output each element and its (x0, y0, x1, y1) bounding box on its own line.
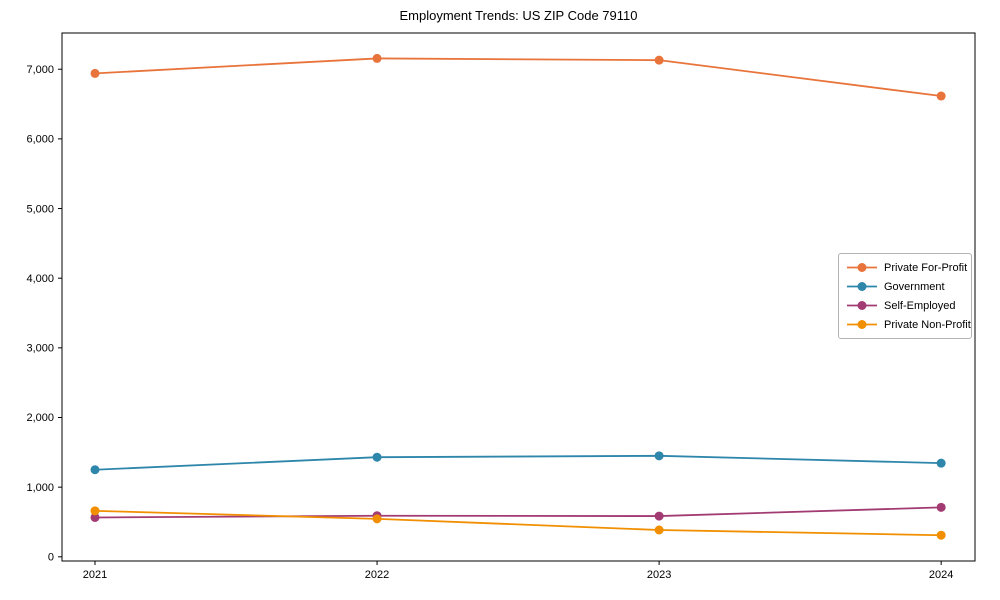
data-point-marker (936, 502, 946, 512)
x-tick-label: 2024 (929, 569, 953, 581)
series-line (94, 509, 943, 537)
legend-line-marker-icon (847, 301, 877, 310)
data-point-marker (372, 53, 382, 63)
data-point-marker (936, 91, 946, 101)
series-line (94, 454, 943, 471)
legend-item-label: Government (884, 280, 945, 293)
y-tick-label: 7,000 (26, 64, 54, 76)
legend-item: Private Non-Profit (847, 319, 971, 331)
legend-item-label: Private For-Profit (884, 261, 968, 274)
y-tick-label: 1,000 (26, 482, 54, 494)
plot-border (61, 32, 976, 562)
y-tick-label: 6,000 (26, 134, 54, 146)
data-point-marker (372, 452, 382, 462)
y-axis: 0 1,000 2,000 3,000 4,000 5,000 6,000 7,000 (26, 64, 62, 564)
x-tick-label: 2023 (647, 569, 671, 581)
data-point-marker (90, 68, 100, 78)
legend-item-label: Self-Employed (884, 299, 956, 312)
legend-line-marker-icon (847, 320, 877, 329)
data-point-marker (654, 511, 664, 521)
x-axis: 2021 2022 2023 2024 (83, 561, 953, 581)
series-private-for-profit (90, 53, 946, 101)
series-line (94, 57, 943, 97)
y-tick-label: 2,000 (26, 412, 54, 424)
series-self-employed (90, 502, 946, 522)
data-point-marker (372, 514, 382, 524)
y-tick-label: 0 (48, 552, 54, 564)
legend-line-marker-icon (847, 263, 877, 272)
data-point-marker (936, 530, 946, 540)
y-tick-label: 4,000 (26, 273, 54, 285)
x-tick-label: 2021 (83, 569, 107, 581)
series-government (90, 451, 946, 475)
data-point-marker (90, 506, 100, 516)
data-point-marker (654, 451, 664, 461)
data-point-marker (90, 512, 100, 522)
y-tick-label: 5,000 (26, 203, 54, 215)
data-point-marker (90, 465, 100, 475)
y-tick-label: 3,000 (26, 343, 54, 355)
legend-item: Self-Employed (847, 300, 963, 312)
chart-legend: Private For-Profit Government Self-Employe… (838, 253, 972, 339)
data-point-marker (936, 458, 946, 468)
legend-item: Government (847, 281, 963, 293)
legend-item: Private For-Profit (847, 262, 967, 274)
series-private-non-profit (90, 506, 946, 540)
data-point-marker (654, 55, 664, 65)
legend-line-marker-icon (847, 282, 877, 291)
chart-title: Employment Trends: US ZIP Code 79110 (399, 8, 638, 23)
x-tick-label: 2022 (365, 569, 389, 581)
legend-item-label: Private Non-Profit (884, 318, 971, 331)
series-line (94, 506, 943, 519)
data-point-marker (654, 525, 664, 535)
